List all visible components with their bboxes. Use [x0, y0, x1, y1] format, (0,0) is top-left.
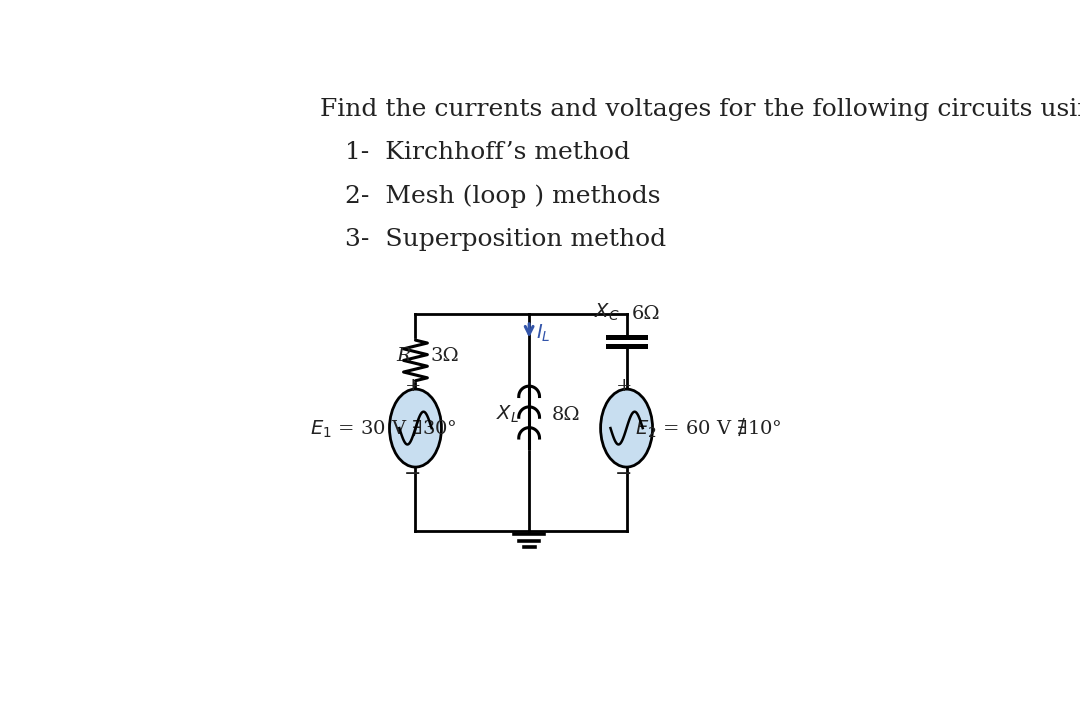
Ellipse shape [390, 389, 442, 467]
Text: 1-  Kirchhoff’s method: 1- Kirchhoff’s method [346, 141, 630, 165]
Text: +: + [616, 377, 632, 395]
Text: −: − [616, 465, 633, 484]
Text: R: R [396, 347, 411, 365]
Text: 3Ω: 3Ω [431, 347, 459, 365]
Text: −: − [404, 465, 421, 484]
Text: $E_1$ = 30 V ∄30°: $E_1$ = 30 V ∄30° [310, 416, 457, 440]
Text: 3-  Superposition method: 3- Superposition method [346, 228, 666, 251]
Text: 6Ω: 6Ω [632, 304, 661, 323]
Text: $E_2$ = 60 V ∄10°: $E_2$ = 60 V ∄10° [635, 416, 782, 440]
Text: 2-  Mesh (loop ) methods: 2- Mesh (loop ) methods [346, 184, 661, 208]
Text: $I_L$: $I_L$ [536, 323, 551, 344]
Text: +: + [405, 377, 421, 395]
Ellipse shape [600, 389, 652, 467]
Text: Find the currents and voltages for the following circuits using: Find the currents and voltages for the f… [320, 98, 1080, 121]
Text: $X_L$: $X_L$ [497, 404, 519, 425]
Text: 8Ω: 8Ω [552, 406, 581, 424]
Text: $X_C$: $X_C$ [594, 302, 620, 323]
